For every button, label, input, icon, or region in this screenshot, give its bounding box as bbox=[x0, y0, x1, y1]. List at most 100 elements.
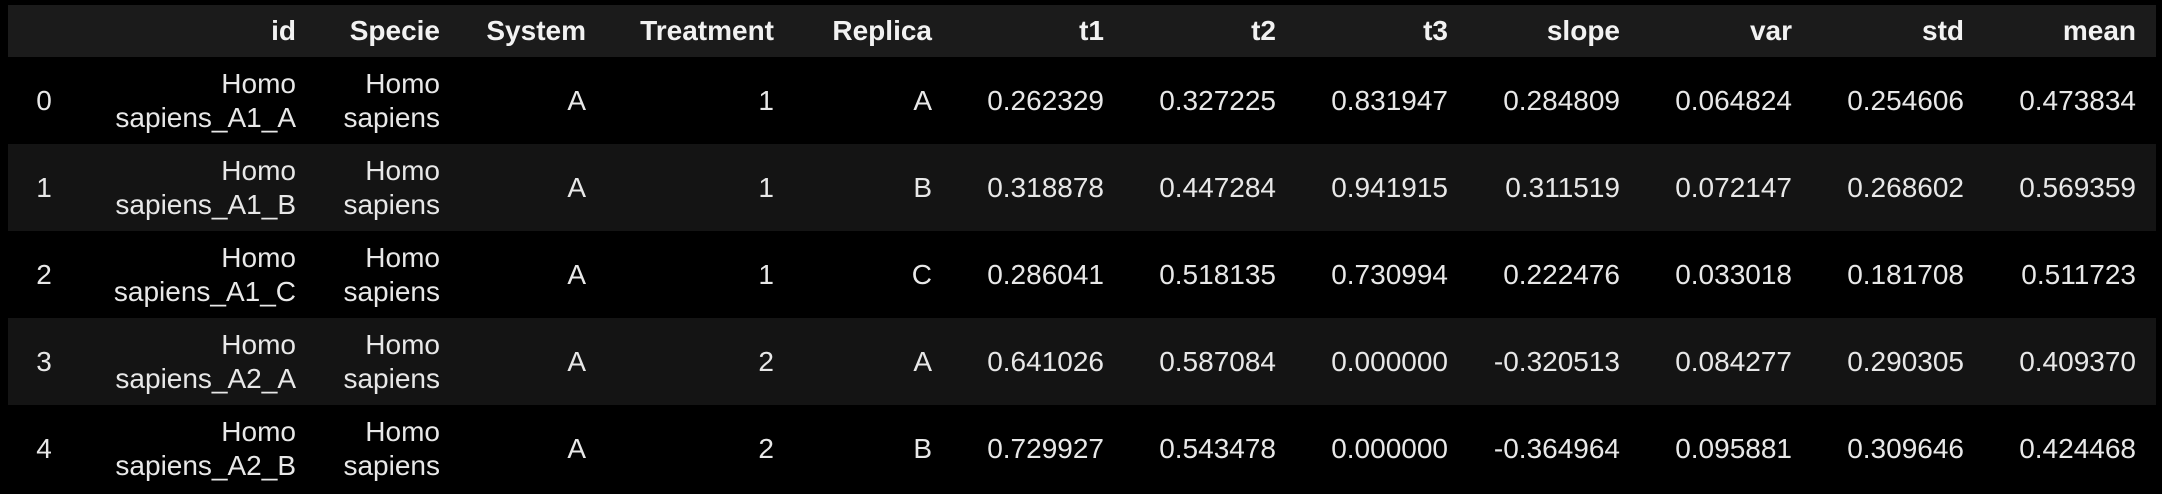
cell-t1: 0.318878 bbox=[952, 144, 1124, 231]
column-header-replica: Replica bbox=[794, 5, 952, 57]
cell-slope: -0.320513 bbox=[1468, 318, 1640, 405]
cell-treatment: 2 bbox=[606, 318, 794, 405]
cell-system: A bbox=[460, 57, 606, 144]
cell-slope: 0.284809 bbox=[1468, 57, 1640, 144]
cell-specie-line2: sapiens bbox=[343, 188, 440, 220]
cell-id-line2: sapiens_A1_B bbox=[115, 188, 296, 220]
dataframe-output: id Specie System Treatment Replica t1 t2… bbox=[8, 5, 2156, 492]
column-header-specie: Specie bbox=[316, 5, 460, 57]
cell-t2: 0.327225 bbox=[1124, 57, 1296, 144]
cell-t2: 0.518135 bbox=[1124, 231, 1296, 318]
cell-std: 0.254606 bbox=[1812, 57, 1984, 144]
column-header-system: System bbox=[460, 5, 606, 57]
row-index: 2 bbox=[8, 231, 80, 318]
cell-t3: 0.000000 bbox=[1296, 318, 1468, 405]
cell-mean: 0.424468 bbox=[1984, 405, 2156, 492]
table-row: 0 Homo sapiens_A1_A Homo sapiens A 1 A 0.2… bbox=[8, 57, 2156, 144]
cell-id-line2: sapiens_A2_B bbox=[115, 449, 296, 481]
cell-specie: Homo sapiens bbox=[316, 318, 460, 405]
cell-specie-line2: sapiens bbox=[343, 275, 440, 307]
cell-var: 0.072147 bbox=[1640, 144, 1812, 231]
index-header bbox=[8, 5, 80, 57]
dataframe-table: id Specie System Treatment Replica t1 t2… bbox=[8, 5, 2156, 492]
row-index: 4 bbox=[8, 405, 80, 492]
cell-id-line1: Homo bbox=[221, 328, 296, 360]
cell-replica: A bbox=[794, 57, 952, 144]
cell-mean: 0.409370 bbox=[1984, 318, 2156, 405]
cell-t1: 0.729927 bbox=[952, 405, 1124, 492]
cell-replica: C bbox=[794, 231, 952, 318]
cell-t1: 0.641026 bbox=[952, 318, 1124, 405]
cell-id-line2: sapiens_A1_C bbox=[113, 275, 296, 307]
cell-t2: 0.447284 bbox=[1124, 144, 1296, 231]
cell-specie-line1: Homo bbox=[365, 67, 440, 99]
cell-t3: 0.941915 bbox=[1296, 144, 1468, 231]
cell-slope: -0.364964 bbox=[1468, 405, 1640, 492]
cell-system: A bbox=[460, 405, 606, 492]
cell-var: 0.084277 bbox=[1640, 318, 1812, 405]
cell-specie-line1: Homo bbox=[365, 328, 440, 360]
column-header-t3: t3 bbox=[1296, 5, 1468, 57]
cell-specie-line2: sapiens bbox=[343, 101, 440, 133]
cell-treatment: 1 bbox=[606, 57, 794, 144]
cell-slope: 0.311519 bbox=[1468, 144, 1640, 231]
cell-t2: 0.543478 bbox=[1124, 405, 1296, 492]
cell-mean: 0.473834 bbox=[1984, 57, 2156, 144]
cell-slope: 0.222476 bbox=[1468, 231, 1640, 318]
cell-specie: Homo sapiens bbox=[316, 231, 460, 318]
cell-id: Homo sapiens_A1_C bbox=[80, 231, 316, 318]
cell-id-line1: Homo bbox=[221, 154, 296, 186]
cell-specie: Homo sapiens bbox=[316, 405, 460, 492]
cell-id-line1: Homo bbox=[221, 67, 296, 99]
cell-var: 0.095881 bbox=[1640, 405, 1812, 492]
row-index: 0 bbox=[8, 57, 80, 144]
cell-mean: 0.511723 bbox=[1984, 231, 2156, 318]
cell-t1: 0.286041 bbox=[952, 231, 1124, 318]
cell-replica: A bbox=[794, 318, 952, 405]
cell-specie: Homo sapiens bbox=[316, 57, 460, 144]
cell-id-line2: sapiens_A1_A bbox=[115, 101, 296, 133]
cell-t1: 0.262329 bbox=[952, 57, 1124, 144]
cell-specie-line2: sapiens bbox=[343, 449, 440, 481]
cell-specie: Homo sapiens bbox=[316, 144, 460, 231]
cell-replica: B bbox=[794, 405, 952, 492]
table-row: 2 Homo sapiens_A1_C Homo sapiens A 1 C 0.2… bbox=[8, 231, 2156, 318]
cell-specie-line2: sapiens bbox=[343, 362, 440, 394]
header-row: id Specie System Treatment Replica t1 t2… bbox=[8, 5, 2156, 57]
cell-id-line1: Homo bbox=[221, 415, 296, 447]
cell-specie-line1: Homo bbox=[365, 154, 440, 186]
column-header-slope: slope bbox=[1468, 5, 1640, 57]
cell-system: A bbox=[460, 144, 606, 231]
column-header-mean: mean bbox=[1984, 5, 2156, 57]
table-row: 4 Homo sapiens_A2_B Homo sapiens A 2 B 0.7… bbox=[8, 405, 2156, 492]
cell-var: 0.033018 bbox=[1640, 231, 1812, 318]
cell-system: A bbox=[460, 231, 606, 318]
cell-t2: 0.587084 bbox=[1124, 318, 1296, 405]
cell-specie-line1: Homo bbox=[365, 241, 440, 273]
cell-std: 0.181708 bbox=[1812, 231, 1984, 318]
cell-replica: B bbox=[794, 144, 952, 231]
column-header-std: std bbox=[1812, 5, 1984, 57]
cell-std: 0.309646 bbox=[1812, 405, 1984, 492]
cell-std: 0.268602 bbox=[1812, 144, 1984, 231]
column-header-var: var bbox=[1640, 5, 1812, 57]
column-header-id: id bbox=[80, 5, 316, 57]
cell-t3: 0.831947 bbox=[1296, 57, 1468, 144]
table-row: 1 Homo sapiens_A1_B Homo sapiens A 1 B 0.3… bbox=[8, 144, 2156, 231]
column-header-t2: t2 bbox=[1124, 5, 1296, 57]
cell-id: Homo sapiens_A2_B bbox=[80, 405, 316, 492]
table-row: 3 Homo sapiens_A2_A Homo sapiens A 2 A 0.6… bbox=[8, 318, 2156, 405]
column-header-t1: t1 bbox=[952, 5, 1124, 57]
cell-var: 0.064824 bbox=[1640, 57, 1812, 144]
cell-treatment: 1 bbox=[606, 144, 794, 231]
cell-id-line1: Homo bbox=[221, 241, 296, 273]
cell-t3: 0.730994 bbox=[1296, 231, 1468, 318]
cell-mean: 0.569359 bbox=[1984, 144, 2156, 231]
cell-system: A bbox=[460, 318, 606, 405]
cell-id: Homo sapiens_A1_A bbox=[80, 57, 316, 144]
cell-id: Homo sapiens_A1_B bbox=[80, 144, 316, 231]
column-header-treatment: Treatment bbox=[606, 5, 794, 57]
cell-id: Homo sapiens_A2_A bbox=[80, 318, 316, 405]
row-index: 1 bbox=[8, 144, 80, 231]
cell-t3: 0.000000 bbox=[1296, 405, 1468, 492]
